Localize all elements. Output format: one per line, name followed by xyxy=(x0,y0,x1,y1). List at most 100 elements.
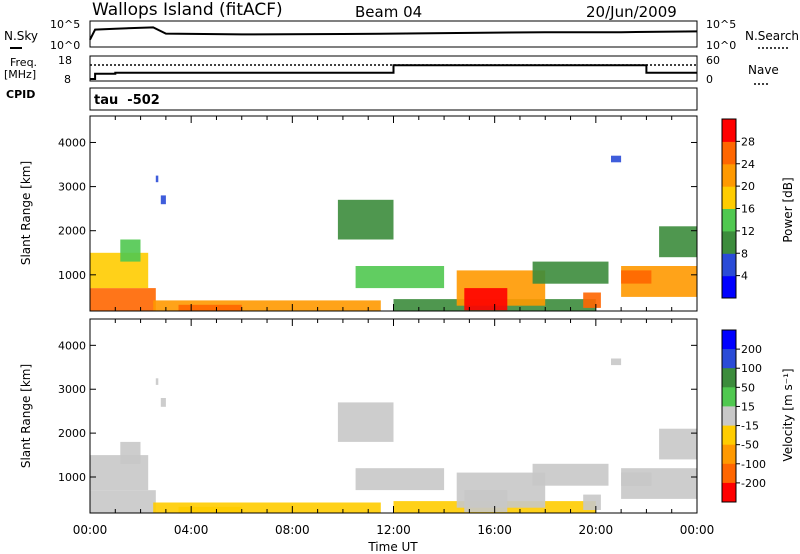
velocity-ylabel: Slant Range [km] xyxy=(19,364,33,468)
power-ytick-label: 1000 xyxy=(58,269,86,282)
velocity-colorbar-frame xyxy=(721,329,737,503)
power-colorbar-segment xyxy=(722,275,736,299)
noise-left-tick-top: 10^5 xyxy=(50,18,80,31)
x-axis-tick-labels: 00:00 04:00 08:00 12:00 16:00 20:00 00:00 xyxy=(73,523,715,537)
velocity-echo-region xyxy=(153,502,381,513)
date-title: 20/Jun/2009 xyxy=(586,3,677,21)
velocity-colorbar-tick-label: -15 xyxy=(741,420,759,433)
power-colorbar-segment xyxy=(722,230,736,254)
power-colorbar-segment xyxy=(722,208,736,232)
velocity-echo-region xyxy=(120,441,141,464)
x-tick-label: 00:00 xyxy=(680,523,715,537)
x-tick-label: 20:00 xyxy=(579,523,614,537)
power-echo-region xyxy=(621,270,652,284)
x-tick-label: 00:00 xyxy=(73,523,108,537)
power-echo-region xyxy=(155,175,159,183)
velocity-echo-region xyxy=(583,494,601,510)
power-echo-region xyxy=(160,195,166,205)
power-ytick-label: 4000 xyxy=(58,136,86,149)
x-tick-label: 16:00 xyxy=(477,523,512,537)
power-colorbar-tick-label: 8 xyxy=(741,247,748,260)
noise-right-label: N.Search xyxy=(745,29,799,43)
x-tick-label: 12:00 xyxy=(376,523,411,537)
velocity-colorbar-segment xyxy=(722,463,736,484)
freq-right-tick-top: 60 xyxy=(706,54,720,67)
power-echo-region xyxy=(120,239,141,262)
velocity-echo-region xyxy=(621,472,652,486)
velocity-colorbar-label: Velocity [m s⁻¹] xyxy=(781,368,795,461)
freq-line xyxy=(90,64,697,80)
station-title: Wallops Island (fitACF) xyxy=(92,0,283,20)
power-echo-region xyxy=(153,300,381,311)
velocity-echo-region xyxy=(659,428,697,460)
power-echo-region xyxy=(337,199,394,240)
nave-label: Nave xyxy=(748,63,779,77)
velocity-echo-region xyxy=(90,490,156,513)
power-colorbar-tick-label: 20 xyxy=(741,180,755,193)
power-echo-region xyxy=(355,266,445,289)
velocity-colorbar-segment xyxy=(722,330,736,350)
velocity-colorbar-segment xyxy=(722,406,736,426)
power-colorbar-label: Power [dB] xyxy=(781,177,795,242)
velocity-colorbar-segment xyxy=(722,444,736,465)
velocity-echo-region xyxy=(355,468,445,491)
power-ylabel: Slant Range [km] xyxy=(19,161,33,265)
x-tick-label: 04:00 xyxy=(174,523,209,537)
velocity-colorbar: 200 100 50 15 -15 -50 -100 -200 xyxy=(721,329,766,503)
noise-left-tick-bottom: 10^0 xyxy=(50,39,80,52)
velocity-echoes xyxy=(90,358,697,513)
velocity-colorbar-segment xyxy=(722,387,736,407)
velocity-echo-region xyxy=(532,463,609,486)
velocity-ytick-label: 2000 xyxy=(58,427,86,440)
power-colorbar-segment xyxy=(722,119,736,142)
freq-left-tick-top: 18 xyxy=(58,54,72,67)
power-colorbar: 28 24 20 16 12 8 4 xyxy=(721,118,755,299)
velocity-colorbar-tick-label: -100 xyxy=(741,458,766,471)
cpid-panel-frame xyxy=(89,87,698,111)
noise-sky-line xyxy=(89,26,698,41)
velocity-colorbar-segment xyxy=(722,368,736,388)
cpid-label: CPID xyxy=(6,88,35,101)
velocity-echo-region xyxy=(611,358,622,366)
power-xaxis-ticks xyxy=(89,116,698,311)
x-tick-label: 08:00 xyxy=(275,523,310,537)
velocity-ytick-label: 1000 xyxy=(58,471,86,484)
power-echo-region xyxy=(464,288,508,311)
velocity-colorbar-tick-label: -50 xyxy=(741,439,759,452)
power-echo-region xyxy=(532,261,609,284)
power-echo-region xyxy=(659,226,697,258)
velocity-echo-region xyxy=(178,506,242,513)
power-echo-region xyxy=(178,304,242,311)
power-echo-region xyxy=(583,292,601,308)
cpid-panel: tau -502 xyxy=(89,87,698,111)
freq-left-tick-bottom: 8 xyxy=(64,73,71,86)
velocity-echo-region xyxy=(464,490,508,513)
freq-label-line1: Freq. xyxy=(10,56,37,69)
power-colorbar-segment xyxy=(722,163,736,187)
velocity-ytick-label: 3000 xyxy=(58,383,86,396)
velocity-colorbar-tick-label: 200 xyxy=(741,343,762,356)
noise-right-tick-top: 10^5 xyxy=(706,18,736,31)
noise-panel: N.Sky 10^5 10^0 10^5 10^0 N.Search xyxy=(4,18,799,52)
power-colorbar-segment xyxy=(722,141,736,165)
velocity-colorbar-tick-label: -200 xyxy=(741,477,766,490)
freq-label-line2: [MHz] xyxy=(4,68,36,81)
power-echo-region xyxy=(611,155,622,163)
power-ytick-label: 3000 xyxy=(58,181,86,194)
freq-right-tick-bottom: 0 xyxy=(706,73,713,86)
noise-left-label: N.Sky xyxy=(4,29,38,43)
beam-title: Beam 04 xyxy=(355,3,422,21)
velocity-echo-region xyxy=(155,378,159,385)
velocity-ytick-label: 4000 xyxy=(58,339,86,352)
x-axis-label: Time UT xyxy=(367,540,418,554)
velocity-xaxis-ticks xyxy=(89,319,698,513)
power-colorbar-tick-label: 16 xyxy=(741,203,755,216)
freq-panel-frame xyxy=(89,55,698,82)
power-colorbar-tick-label: 4 xyxy=(741,270,748,283)
power-colorbar-segment xyxy=(722,186,736,209)
power-colorbar-segment xyxy=(722,253,736,277)
power-yaxis: 4000 3000 2000 1000 xyxy=(58,136,697,282)
velocity-panel: 4000 3000 2000 1000 Slant Range [km] 200 100… xyxy=(19,318,795,514)
velocity-colorbar-tick-label: 50 xyxy=(741,381,755,394)
